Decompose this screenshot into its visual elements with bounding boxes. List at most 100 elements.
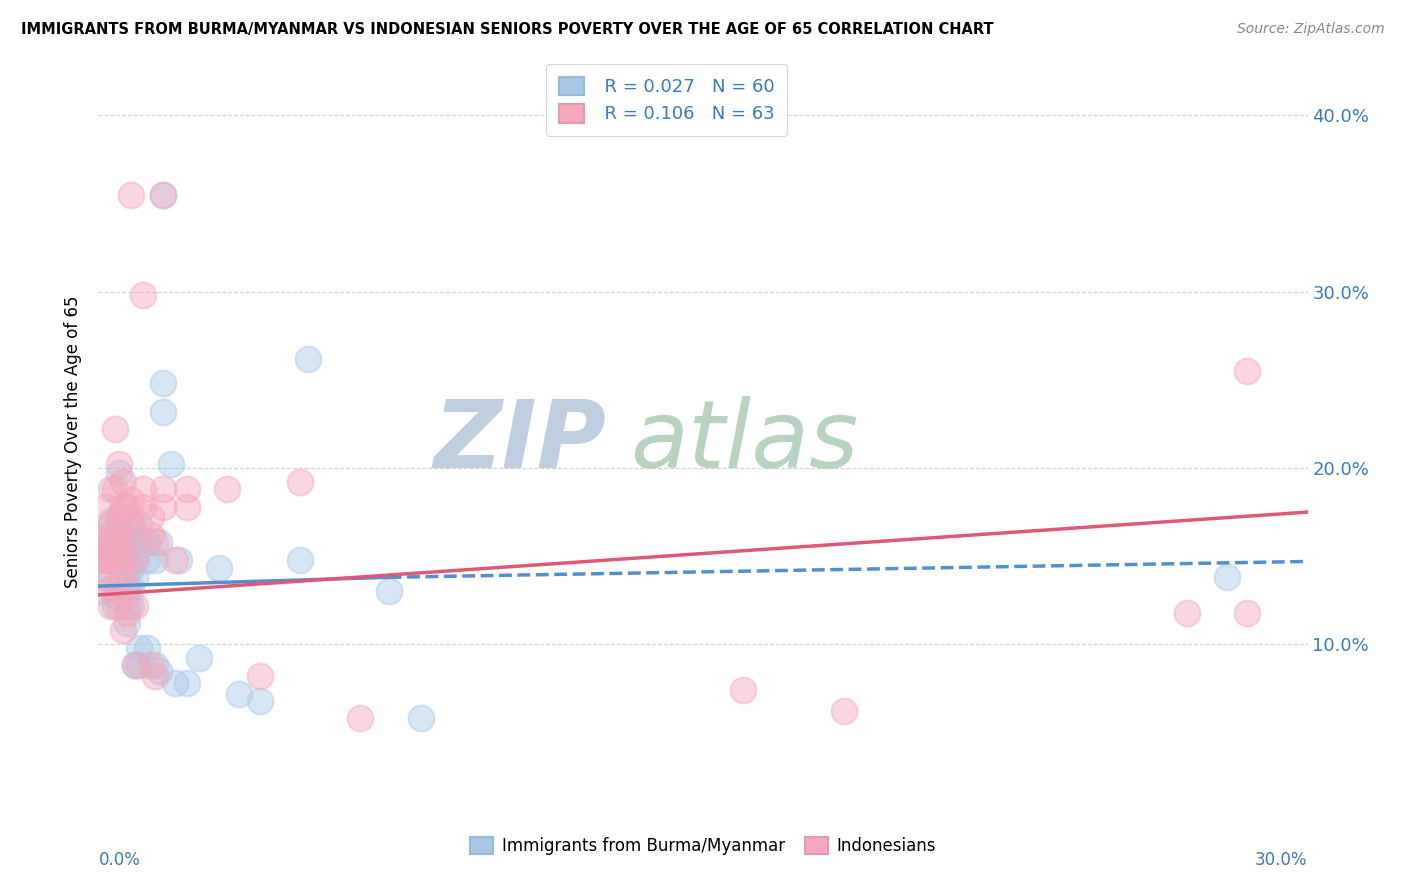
Point bbox=[100, 599, 122, 613]
Point bbox=[107, 554, 129, 568]
Point bbox=[107, 535, 129, 549]
Point bbox=[176, 482, 198, 496]
Point bbox=[96, 500, 118, 514]
Point bbox=[139, 658, 162, 673]
Point bbox=[115, 581, 138, 595]
Point bbox=[143, 535, 166, 549]
Point bbox=[135, 640, 157, 655]
Point bbox=[111, 535, 134, 549]
Point bbox=[124, 552, 146, 566]
Point bbox=[132, 500, 155, 514]
Point bbox=[135, 535, 157, 549]
Point bbox=[167, 552, 190, 566]
Point bbox=[100, 482, 122, 496]
Point bbox=[103, 552, 125, 566]
Point bbox=[297, 351, 319, 366]
Point bbox=[115, 616, 138, 631]
Point bbox=[288, 475, 311, 489]
Point bbox=[217, 482, 239, 496]
Point bbox=[100, 535, 122, 549]
Point bbox=[91, 584, 114, 599]
Point bbox=[124, 535, 146, 549]
Point bbox=[111, 500, 134, 514]
Point bbox=[96, 528, 118, 542]
Point bbox=[160, 458, 183, 472]
Point bbox=[128, 517, 150, 532]
Point bbox=[152, 187, 174, 202]
Point bbox=[148, 535, 170, 549]
Point bbox=[103, 482, 125, 496]
Text: 30.0%: 30.0% bbox=[1256, 851, 1308, 869]
Point bbox=[96, 552, 118, 566]
Point bbox=[152, 500, 174, 514]
Point bbox=[152, 376, 174, 391]
Point bbox=[176, 500, 198, 514]
Point bbox=[96, 552, 118, 566]
Point bbox=[128, 640, 150, 655]
Point bbox=[107, 517, 129, 532]
Point bbox=[107, 599, 129, 613]
Point bbox=[128, 658, 150, 673]
Point bbox=[100, 517, 122, 532]
Point bbox=[288, 552, 311, 566]
Point bbox=[103, 588, 125, 602]
Point bbox=[832, 704, 855, 718]
Point bbox=[103, 422, 125, 436]
Point bbox=[111, 500, 134, 514]
Point bbox=[111, 528, 134, 542]
Point bbox=[120, 510, 142, 524]
Point bbox=[1216, 570, 1239, 584]
Point bbox=[128, 535, 150, 549]
Point bbox=[115, 552, 138, 566]
Point bbox=[124, 552, 146, 566]
Point bbox=[163, 552, 186, 566]
Point bbox=[111, 475, 134, 489]
Point bbox=[188, 651, 211, 665]
Point bbox=[139, 528, 162, 542]
Point bbox=[120, 599, 142, 613]
Point bbox=[143, 658, 166, 673]
Point bbox=[1236, 606, 1258, 620]
Point bbox=[409, 711, 432, 725]
Point bbox=[132, 482, 155, 496]
Point bbox=[100, 537, 122, 551]
Point bbox=[139, 510, 162, 524]
Point bbox=[120, 492, 142, 507]
Point bbox=[115, 535, 138, 549]
Point bbox=[115, 581, 138, 595]
Point bbox=[107, 510, 129, 524]
Point bbox=[124, 528, 146, 542]
Point bbox=[120, 561, 142, 575]
Point bbox=[115, 517, 138, 532]
Point bbox=[143, 552, 166, 566]
Point bbox=[152, 404, 174, 418]
Point bbox=[120, 535, 142, 549]
Point bbox=[115, 563, 138, 577]
Point bbox=[107, 552, 129, 566]
Point bbox=[228, 687, 250, 701]
Point bbox=[152, 187, 174, 202]
Point bbox=[349, 711, 371, 725]
Point bbox=[96, 541, 118, 555]
Point bbox=[103, 599, 125, 613]
Point bbox=[111, 624, 134, 638]
Point bbox=[152, 482, 174, 496]
Point bbox=[249, 694, 271, 708]
Point bbox=[100, 552, 122, 566]
Text: Source: ZipAtlas.com: Source: ZipAtlas.com bbox=[1237, 22, 1385, 37]
Point bbox=[115, 606, 138, 620]
Text: ZIP: ZIP bbox=[433, 395, 606, 488]
Text: IMMIGRANTS FROM BURMA/MYANMAR VS INDONESIAN SENIORS POVERTY OVER THE AGE OF 65 C: IMMIGRANTS FROM BURMA/MYANMAR VS INDONES… bbox=[21, 22, 994, 37]
Legend: Immigrants from Burma/Myanmar, Indonesians: Immigrants from Burma/Myanmar, Indonesia… bbox=[464, 830, 942, 862]
Point bbox=[103, 535, 125, 549]
Point bbox=[124, 658, 146, 673]
Point bbox=[132, 288, 155, 302]
Point bbox=[249, 669, 271, 683]
Point bbox=[100, 514, 122, 528]
Point bbox=[124, 658, 146, 673]
Point bbox=[100, 581, 122, 595]
Point bbox=[120, 581, 142, 595]
Point bbox=[124, 570, 146, 584]
Point bbox=[111, 581, 134, 595]
Point bbox=[96, 570, 118, 584]
